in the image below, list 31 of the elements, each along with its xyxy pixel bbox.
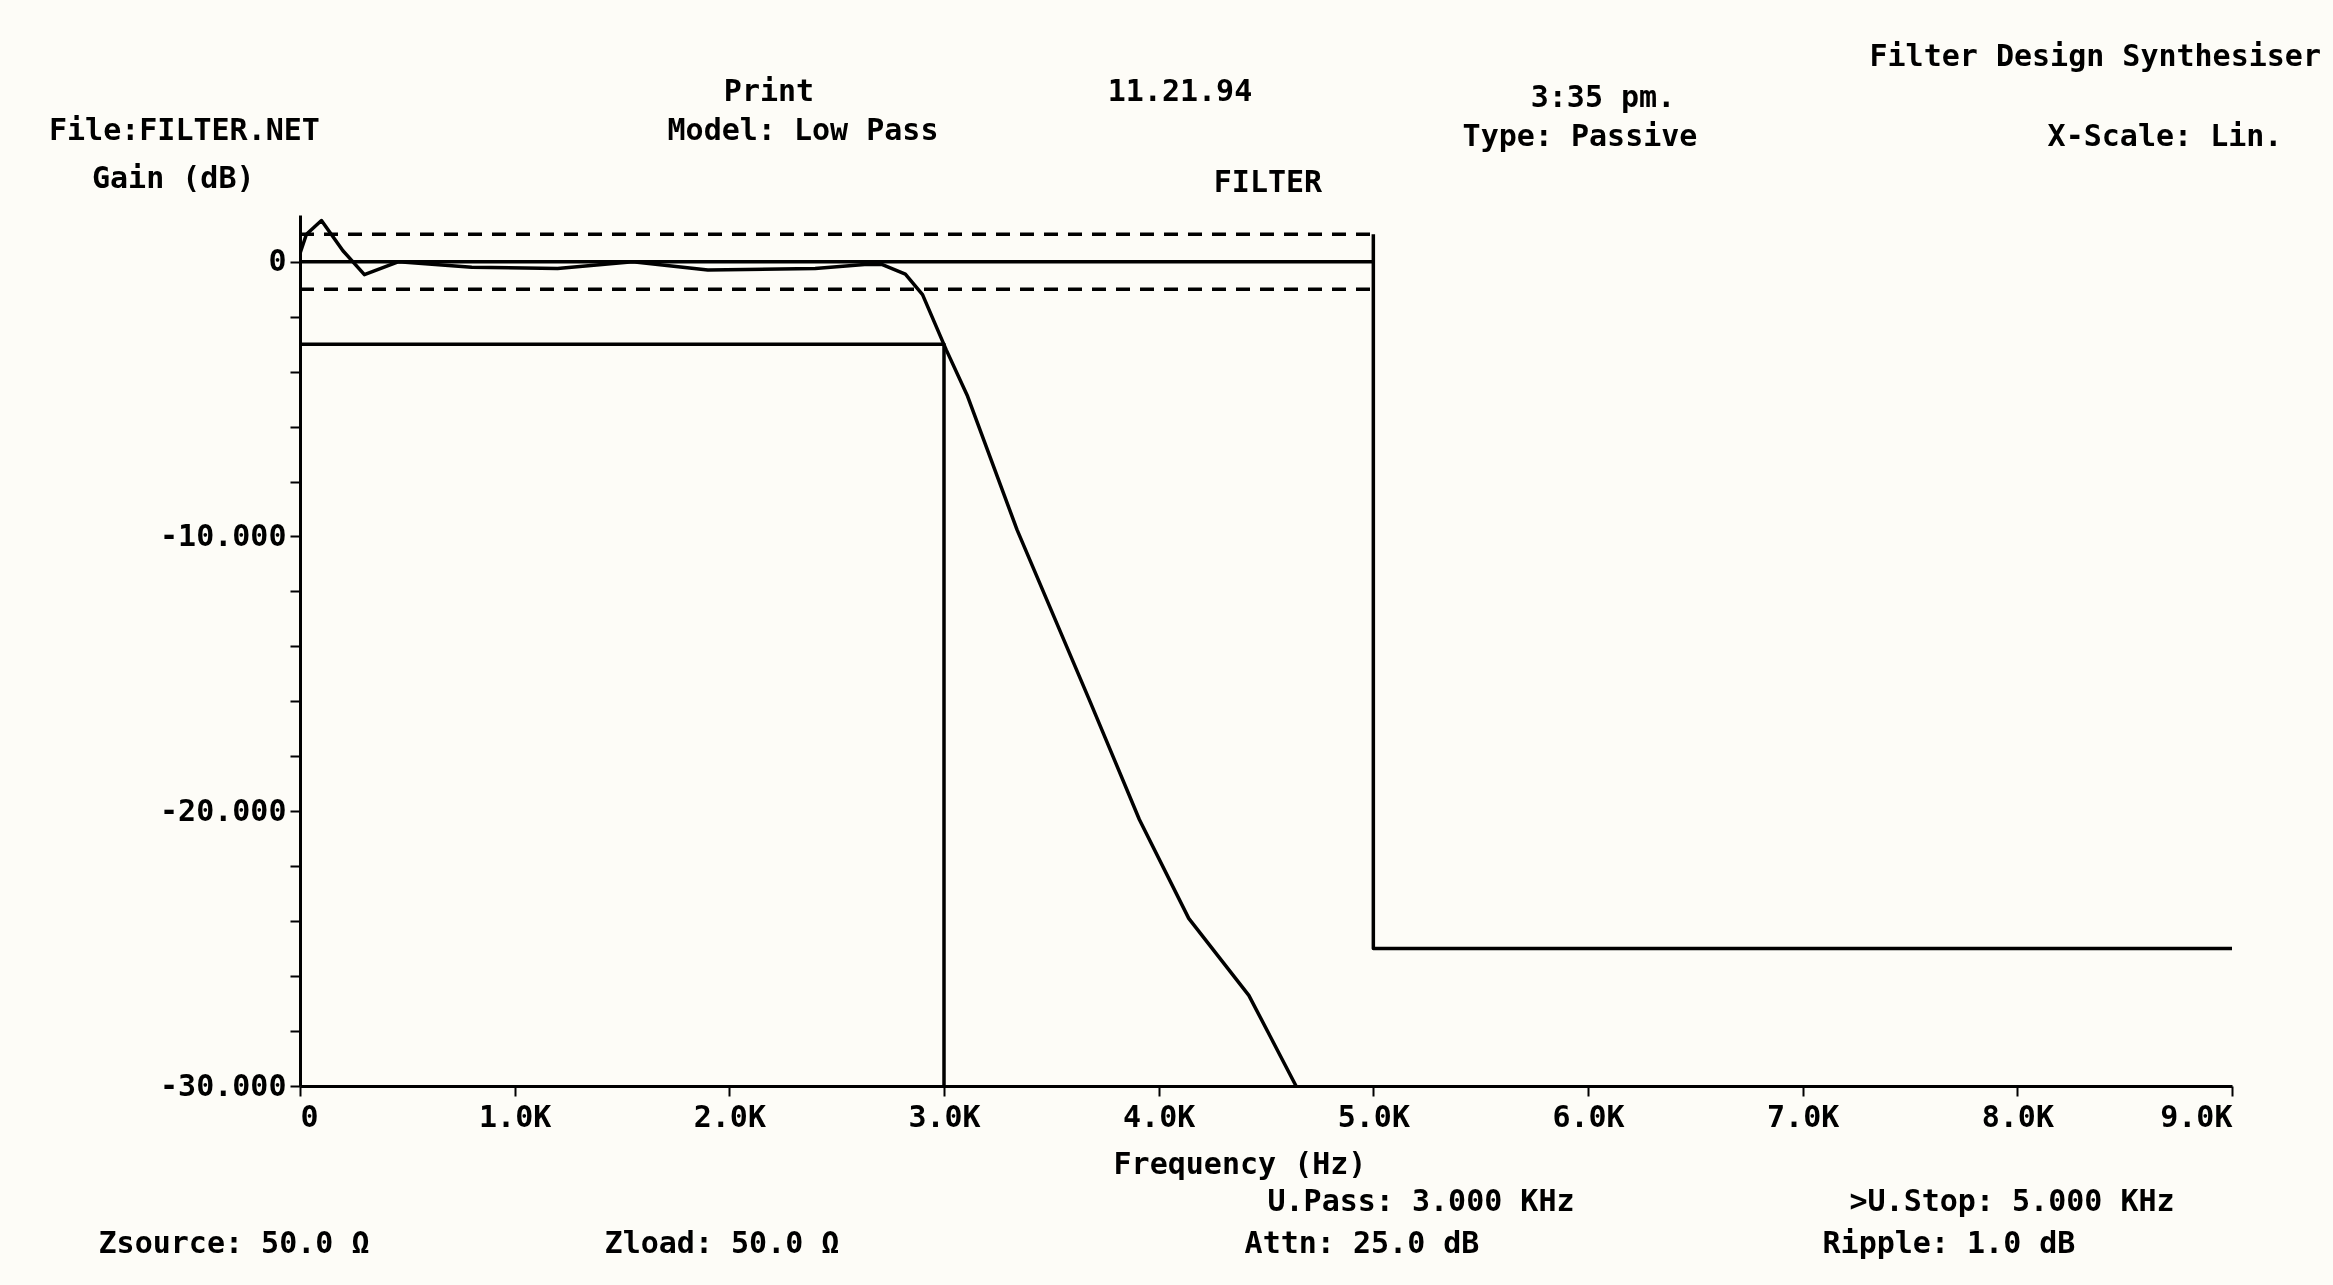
x-tick-label: 7.0K xyxy=(1767,1098,1840,1134)
text: Zload: 50.0 Ω xyxy=(604,1225,840,1260)
text: 3:35 pm. xyxy=(1530,79,1676,114)
x-tick-label: 9.0K xyxy=(2160,1098,2233,1134)
text: Filter Design Synthesiser xyxy=(1869,38,2321,73)
text: Ripple: 1.0 dB xyxy=(1822,1225,2076,1260)
y-tick-label: -20.000 xyxy=(160,792,287,828)
x-tick-label: 4.0K xyxy=(1123,1098,1196,1134)
text: Attn: 25.0 dB xyxy=(1244,1225,1480,1260)
x-tick-label: 3.0K xyxy=(908,1098,981,1134)
x-tick-label: 8.0K xyxy=(1981,1098,2054,1134)
text: >U.Stop: 5.000 KHz xyxy=(1849,1183,2175,1218)
x-tick-label: 0 xyxy=(300,1098,319,1134)
text: Zsource: 50.0 Ω xyxy=(98,1225,370,1260)
text: Print xyxy=(723,73,815,108)
text: 11.21.94 xyxy=(1107,73,1253,108)
y-axis-title: Gain (dB) xyxy=(92,160,255,195)
y-tick-label: 0 xyxy=(268,243,287,279)
text: Model: Low Pass xyxy=(667,112,939,147)
text: X-Scale: Lin. xyxy=(2047,118,2283,153)
x-tick-label: 5.0K xyxy=(1337,1098,1410,1134)
x-axis-title: Frequency (Hz) xyxy=(1113,1146,1367,1181)
y-tick-label: -30.000 xyxy=(160,1067,287,1103)
text: U.Pass: 3.000 KHz xyxy=(1267,1183,1575,1218)
x-tick-label: 2.0K xyxy=(693,1098,766,1134)
x-tick-label: 6.0K xyxy=(1552,1098,1625,1134)
text: File:FILTER.NET xyxy=(49,112,320,147)
chart-title: FILTER xyxy=(1213,164,1324,199)
x-tick-label: 1.0K xyxy=(479,1098,552,1134)
text: Type: Passive xyxy=(1462,118,1698,153)
y-tick-label: -10.000 xyxy=(160,517,287,553)
